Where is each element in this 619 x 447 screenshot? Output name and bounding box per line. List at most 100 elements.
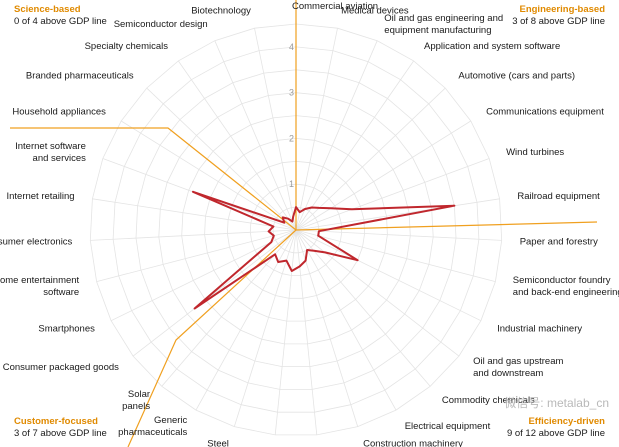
grid-spoke	[295, 158, 490, 231]
data-point	[324, 251, 326, 253]
data-point	[268, 230, 270, 232]
radial-tick-label: 2	[289, 133, 294, 143]
grid-spoke	[214, 40, 297, 231]
data-point	[274, 253, 276, 255]
category-label: Communications equipment	[486, 107, 604, 118]
data-point	[453, 205, 455, 207]
grid-spoke	[295, 229, 460, 357]
data-point	[273, 235, 275, 237]
data-point	[283, 222, 285, 224]
category-label: Consumer packaged goods	[3, 362, 119, 373]
category-label: Biotechnology	[191, 6, 251, 17]
data-point	[313, 250, 315, 252]
grid-spoke	[146, 87, 297, 231]
group-name: Engineering-based	[519, 4, 605, 15]
group-divider-line	[10, 127, 297, 231]
category-label: Paper and forestry	[520, 236, 598, 247]
data-point	[318, 207, 320, 209]
category-label: Application and system software	[424, 41, 560, 52]
category-label: Smartphones	[38, 324, 95, 335]
grid-spoke	[161, 229, 297, 387]
group-note: 3 of 8 above GDP line	[512, 16, 605, 27]
data-point	[277, 261, 279, 263]
data-point	[291, 270, 293, 272]
grid-spoke	[295, 60, 415, 231]
category-label: Industrial machinery	[497, 324, 582, 335]
grid-ring	[249, 183, 343, 276]
category-label: Home entertainment software	[0, 275, 80, 298]
category-label: Medical devices	[341, 6, 409, 17]
data-point	[318, 230, 320, 232]
grid-ring	[226, 160, 366, 299]
group-name: Customer-focused	[14, 416, 98, 427]
data-point	[285, 260, 287, 262]
category-label: Generic pharmaceuticals	[118, 415, 187, 438]
grid-spoke	[295, 40, 378, 231]
data-point	[292, 215, 294, 218]
group-name: Science-based	[14, 4, 81, 15]
group-efficiency: Efficiency-driven 9 of 12 above GDP line	[507, 416, 605, 440]
group-science: Science-based 0 of 4 above GDP line	[14, 4, 107, 28]
data-point	[357, 259, 359, 261]
group-dividers	[10, 0, 598, 447]
category-label: Internet retailing	[6, 191, 74, 202]
grid-ring	[181, 115, 411, 345]
category-label: Commodity chemicals	[442, 395, 535, 406]
category-label: Specialty chemicals	[85, 41, 169, 52]
grid-ring	[272, 206, 320, 254]
grid-spoke	[295, 87, 446, 231]
data-point	[311, 206, 313, 209]
grid-spoke	[295, 120, 472, 231]
data-point	[272, 225, 274, 228]
category-label: Railroad equipment	[517, 191, 600, 202]
data-point	[305, 260, 307, 262]
category-label: Household appliances	[12, 107, 106, 118]
category-label: Consumer electronics	[0, 236, 73, 247]
group-name: Efficiency-driven	[528, 416, 605, 427]
group-engineering: Engineering-based 3 of 8 above GDP line	[512, 4, 605, 28]
group-customer: Customer-focused 3 of 7 above GDP line	[14, 416, 107, 440]
grid-spoke	[110, 229, 297, 322]
grid-spoke	[295, 198, 500, 231]
grid-spoke	[295, 229, 359, 427]
grid-spoke	[274, 229, 297, 435]
group-divider-line	[295, 221, 598, 231]
category-label: Internet software and services	[15, 141, 86, 164]
grid-spoke	[295, 229, 496, 282]
category-label: Oil and gas upstream and downstream	[473, 356, 563, 379]
category-label: Wind turbines	[506, 147, 564, 158]
grid-spoke	[295, 229, 431, 387]
radial-tick-label: 4	[289, 42, 294, 52]
data-point	[291, 221, 293, 223]
series-line	[192, 190, 456, 310]
data-point	[295, 206, 297, 208]
grid-spoke	[120, 120, 297, 231]
grid-ring	[158, 92, 434, 368]
group-note: 0 of 4 above GDP line	[14, 16, 107, 27]
category-label: Oil and gas engineering and equipment man…	[384, 13, 503, 36]
grid-spoke	[233, 229, 297, 427]
watermark: 微信号: metalab_cn	[504, 396, 609, 410]
grid-spoke	[195, 229, 297, 411]
grid-spoke	[295, 28, 338, 231]
grid-ring	[204, 137, 388, 322]
data-point	[299, 211, 301, 213]
grid-spoke	[92, 198, 297, 231]
radar-grid	[89, 23, 503, 436]
grid-spoke	[295, 229, 482, 322]
category-label: Branded pharmaceuticals	[26, 71, 134, 82]
data-point	[317, 235, 319, 237]
category-label: Automotive (cars and parts)	[458, 71, 575, 82]
category-label: Solar panels	[122, 389, 150, 412]
group-note: 3 of 7 above GDP line	[14, 428, 107, 439]
data-point	[282, 216, 284, 218]
grid-spoke	[295, 229, 318, 435]
radial-tick-label: 3	[289, 88, 294, 98]
grid-spoke	[177, 60, 297, 231]
data-point	[351, 208, 353, 210]
grid-ring	[89, 23, 503, 436]
data-point	[304, 208, 306, 210]
grid-ring	[135, 69, 457, 390]
